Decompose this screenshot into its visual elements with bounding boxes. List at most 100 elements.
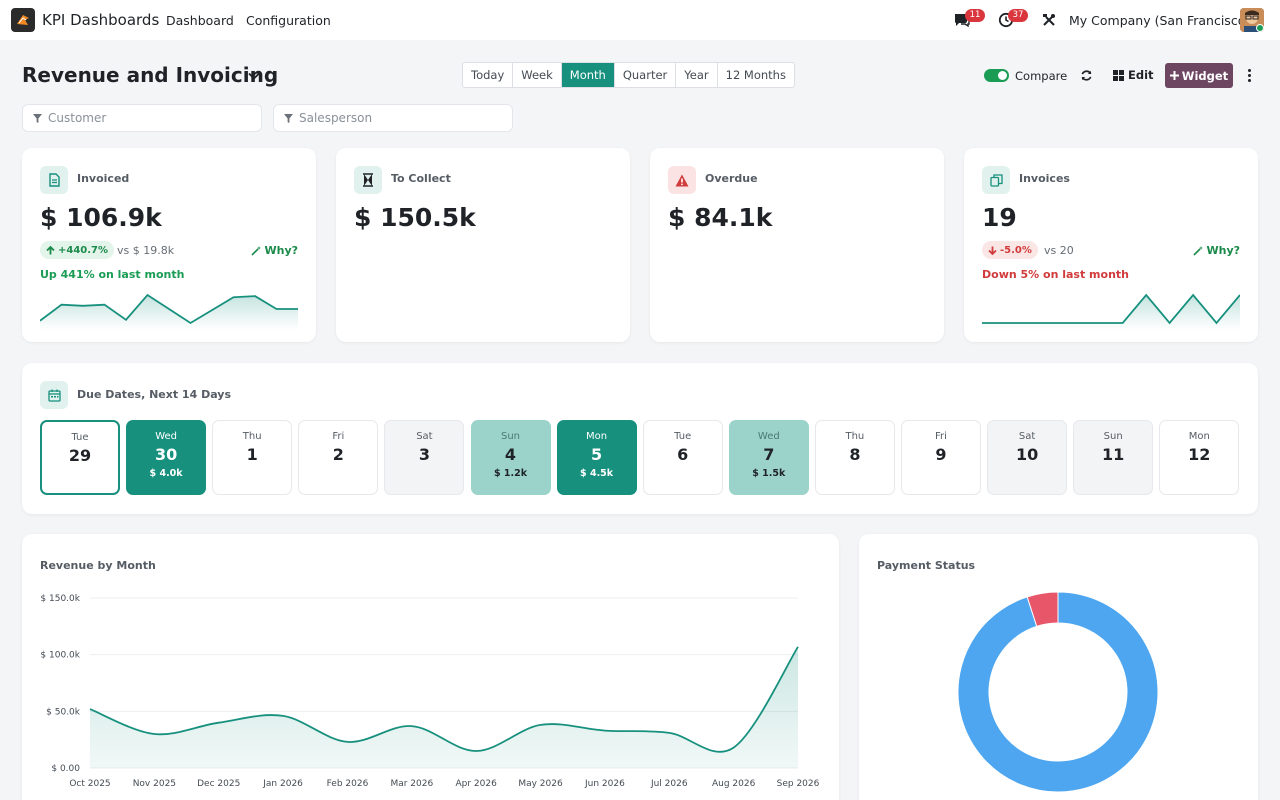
y-tick-label: $ 150.0k [40, 594, 80, 604]
due-amount: $ 1.5k [752, 468, 786, 479]
compare-label: Compare [1015, 69, 1068, 83]
user-avatar[interactable] [1240, 8, 1264, 32]
kpi-value: 19 [982, 203, 1017, 232]
due-day-tile[interactable]: Sun 4 $ 1.2k [470, 420, 551, 495]
widget-label: Widget [1181, 68, 1229, 83]
add-widget-button[interactable]: Widget [1165, 63, 1233, 88]
period-selector: Today Week Month Quarter Year 12 Months [462, 62, 795, 88]
day-number: 8 [849, 445, 861, 464]
period-year[interactable]: Year [676, 63, 718, 87]
day-number: 6 [677, 445, 689, 464]
customer-filter[interactable]: Customer [22, 104, 262, 132]
sparkline-area [40, 295, 298, 330]
magic-wand-icon [1193, 245, 1204, 256]
x-tick-label: Apr 2026 [456, 779, 498, 789]
payment-chart-title: Payment Status [877, 559, 976, 572]
due-day-tile[interactable]: Thu 8 [814, 420, 895, 495]
y-tick-label: $ 100.0k [40, 651, 80, 661]
day-number: 30 [154, 445, 178, 464]
messages-badge: 11 [965, 9, 985, 22]
due-day-tile[interactable]: Mon 5 $ 4.5k [556, 420, 637, 495]
why-link[interactable]: Why? [251, 244, 298, 257]
due-day-tile[interactable]: Sat 10 [987, 420, 1068, 495]
invoices-sparkline [982, 293, 1240, 330]
x-tick-label: Aug 2026 [712, 779, 756, 789]
donut-slice [957, 591, 1159, 793]
due-day-tile[interactable]: Fri 9 [901, 420, 981, 495]
company-switcher[interactable]: My Company (San Francisco) [1069, 13, 1251, 28]
due-day-tile[interactable]: Thu 1 [212, 420, 293, 495]
kpi-value: $ 106.9k [40, 203, 162, 232]
x-tick-label: Feb 2026 [327, 779, 369, 789]
nav-configuration[interactable]: Configuration [246, 13, 331, 28]
due-day-tile[interactable]: Mon 12 [1159, 420, 1240, 495]
x-tick-label: Jul 2026 [650, 779, 688, 789]
nav-dashboard[interactable]: Dashboard [166, 13, 234, 28]
day-of-week: Sun [500, 431, 521, 442]
copy-icon [982, 166, 1010, 194]
kpi-card-overdue[interactable]: Overdue $ 84.1k [650, 148, 944, 342]
due-day-tile[interactable]: Fri 2 [298, 420, 379, 495]
day-number: 5 [591, 445, 603, 464]
sparkline-line [40, 293, 298, 325]
edit-button[interactable]: Edit [1113, 66, 1154, 84]
kpi-card-invoiced[interactable]: Invoiced $ 106.9k +440.7% vs $ 19.8k Why… [22, 148, 316, 342]
x-tick-label: Nov 2025 [133, 779, 176, 789]
salesperson-filter[interactable]: Salesperson [273, 104, 513, 132]
filter-icon [284, 113, 293, 123]
comparison-value: vs 20 [1044, 244, 1074, 257]
day-of-week: Sat [416, 431, 433, 442]
x-tick-label: Dec 2025 [197, 779, 240, 789]
sparkline-area [982, 295, 1240, 330]
kpi-value: $ 84.1k [668, 203, 773, 232]
due-day-tile[interactable]: Sat 3 [384, 420, 465, 495]
period-month[interactable]: Month [561, 63, 615, 87]
period-today[interactable]: Today [463, 63, 514, 87]
compare-toggle[interactable] [984, 69, 1009, 82]
hourglass-icon [354, 166, 382, 194]
kpi-card-invoices[interactable]: Invoices 19 -5.0% vs 20 Why? Down 5% on … [964, 148, 1258, 342]
due-day-tile[interactable]: Sun 11 [1073, 420, 1154, 495]
refresh-icon[interactable] [1077, 66, 1095, 84]
revenue-area [90, 646, 798, 768]
edit-label: Edit [1128, 68, 1154, 82]
x-tick-label: Jun 2026 [584, 779, 625, 789]
due-day-tile[interactable]: Tue 6 [642, 420, 723, 495]
due-day-tile[interactable]: Wed 7 $ 1.5k [728, 420, 809, 495]
due-day-tile[interactable]: Wed 30 $ 4.0k [126, 420, 207, 495]
invoiced-sparkline [40, 293, 298, 330]
delta-value: +440.7% [58, 244, 109, 256]
delta-badge: +440.7% [40, 241, 115, 259]
salesperson-filter-placeholder: Salesperson [299, 111, 373, 125]
day-of-week: Thu [845, 431, 865, 442]
day-of-week: Sun [1103, 431, 1123, 442]
more-options-icon[interactable] [1243, 66, 1255, 84]
period-week[interactable]: Week [513, 63, 562, 87]
day-number: 12 [1188, 445, 1211, 464]
why-label: Why? [1206, 244, 1240, 257]
day-number: 10 [1015, 445, 1039, 464]
due-dates-card: Due Dates, Next 14 Days Tue 29 Wed 30 $ 4.0k… [22, 363, 1258, 514]
sparkline-line [982, 293, 1240, 325]
document-icon [40, 166, 68, 194]
app-title[interactable]: KPI Dashboards [42, 11, 160, 29]
tools-icon[interactable] [1039, 10, 1059, 30]
day-of-week: Fri [935, 431, 947, 442]
dashboard-title[interactable]: Revenue and Invoicing [22, 63, 279, 87]
revenue-chart-card: Revenue by Month $ 0.00 $ 50.0k $ 100.0k $ … [22, 534, 839, 800]
app-logo-icon[interactable] [11, 8, 35, 32]
day-number: 1 [246, 445, 258, 464]
day-number: 9 [935, 445, 947, 464]
kpi-label: To Collect [391, 172, 451, 185]
kpi-card-to-collect[interactable]: To Collect $ 150.5k [336, 148, 630, 342]
x-tick-label: Sep 2026 [777, 779, 820, 789]
chevron-down-icon[interactable] [247, 68, 261, 87]
plus-icon [1169, 71, 1179, 80]
y-tick-label: $ 0.00 [51, 764, 80, 774]
x-tick-label: May 2026 [518, 779, 563, 789]
period-12-months[interactable]: 12 Months [725, 68, 786, 82]
why-link[interactable]: Why? [1193, 244, 1240, 257]
due-day-tile[interactable]: Tue 29 [40, 420, 120, 495]
period-quarter[interactable]: Quarter [615, 63, 677, 87]
day-number: 11 [1102, 445, 1125, 464]
